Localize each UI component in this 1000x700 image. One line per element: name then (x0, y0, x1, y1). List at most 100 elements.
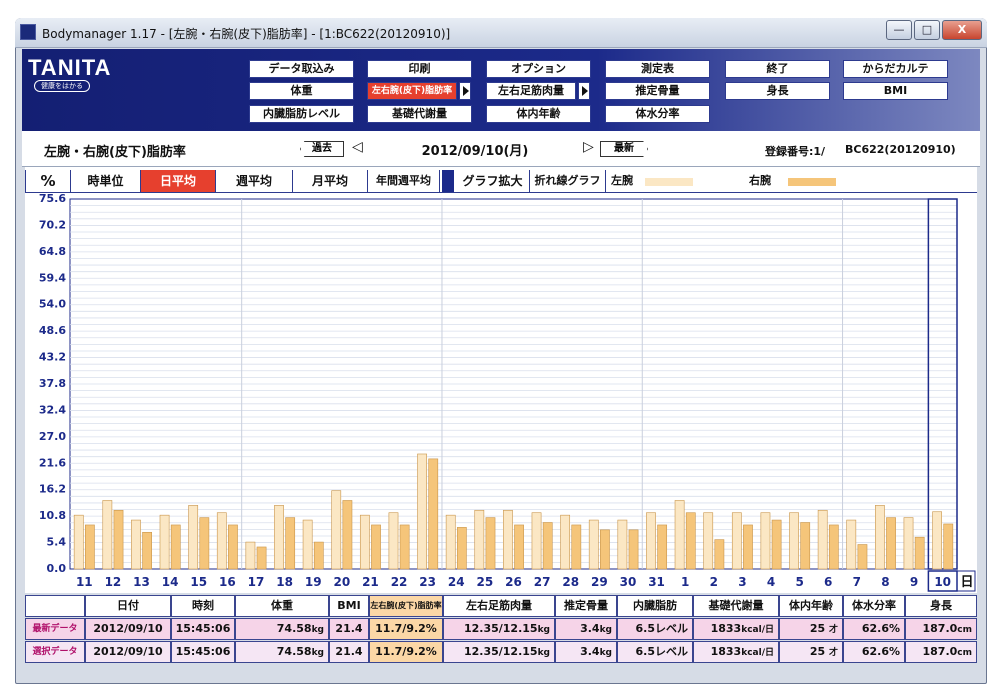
cell-weight: 74.58kg (235, 618, 329, 640)
cell-body-age: 25 才 (779, 618, 843, 640)
tab-graph-zoom[interactable]: グラフ拡大 (456, 170, 530, 192)
visceral-fat-button[interactable]: 内臓脂肪レベル (249, 105, 354, 123)
table-header-body-age: 体内年齢 (779, 595, 843, 617)
x-tick-label: 22 (391, 575, 408, 589)
cell-leg-muscle-value: 12.35/12.15 (463, 622, 538, 635)
tab-hourly[interactable]: 時単位 (71, 170, 141, 192)
window-title: Bodymanager 1.17 - [左腕・右腕(皮下)脂肪率] - [1:B… (42, 27, 451, 41)
bar-left-arm (531, 512, 542, 570)
import-data-button[interactable]: データ取込み (249, 60, 354, 78)
leg-muscle-button[interactable]: 左右足筋肉量 (486, 82, 576, 100)
bar-left-arm (503, 509, 513, 570)
bar-left-arm (703, 512, 714, 570)
y-tick-label: 48.6 (39, 324, 66, 337)
bmr-button[interactable]: 基礎代謝量 (367, 105, 472, 123)
cell-bmr-unit: kcal/日 (741, 625, 774, 635)
bar-left-arm (331, 490, 342, 570)
bar-left-arm (216, 512, 227, 570)
table-row-latest[interactable]: 最新データ 2012/09/10 15:45:06 74.58kg 21.4 1… (25, 618, 977, 641)
y-tick-label: 32.4 (39, 403, 66, 416)
x-tick-label: 15 (190, 575, 207, 589)
cell-bmr-unit: kcal/日 (741, 648, 774, 658)
bmi-button[interactable]: BMI (843, 82, 948, 100)
x-tick-label: 26 (505, 575, 522, 589)
cell-visceral: 6.5レベル (617, 641, 693, 663)
weight-button[interactable]: 体重 (249, 82, 354, 100)
close-button[interactable]: X (942, 20, 982, 40)
x-tick-label: 25 (477, 575, 494, 589)
table-header-bmi: BMI (329, 595, 369, 617)
tab-monthly-average[interactable]: 月平均 (293, 170, 368, 192)
table-row-selected[interactable]: 選択データ 2012/09/10 15:45:06 74.58kg 21.4 1… (25, 641, 977, 664)
y-tick-label: 59.4 (39, 271, 66, 284)
cell-leg-muscle-unit: kg (537, 625, 550, 635)
tab-daily-average[interactable]: 日平均 (141, 170, 216, 192)
bar-right-arm (771, 519, 782, 570)
bar-right-arm (371, 524, 381, 570)
cell-body-age: 25 才 (779, 641, 843, 663)
legend-left-arm-swatch (645, 178, 693, 186)
bar-right-arm (514, 524, 524, 570)
x-tick-label: 31 (648, 575, 665, 589)
table-header-bmr: 基礎代謝量 (693, 595, 779, 617)
cell-time: 15:45:06 (171, 618, 235, 640)
bar-left-arm (73, 514, 84, 570)
table-header-time: 時刻 (171, 595, 235, 617)
measurement-table-button[interactable]: 測定表 (605, 60, 710, 78)
body-water-button[interactable]: 体水分率 (605, 105, 710, 123)
bar-left-arm (560, 514, 571, 570)
bar-right-arm (428, 458, 439, 570)
bar-right-arm (256, 546, 267, 570)
x-tick-label: 11 (76, 575, 93, 589)
y-tick-label: 37.8 (39, 377, 66, 390)
options-button[interactable]: オプション (486, 60, 591, 78)
next-day-arrow-icon[interactable]: ▷ (583, 139, 594, 155)
maximize-button[interactable]: □ (914, 20, 940, 40)
arm-fat-expand-icon[interactable] (459, 82, 471, 100)
selected-day-column (927, 198, 958, 570)
cell-water: 62.6% (843, 641, 905, 663)
bar-right-arm (628, 529, 639, 570)
cell-height-unit: cm (957, 648, 972, 658)
tab-weekly-average[interactable]: 週平均 (216, 170, 293, 192)
arm-fat-button[interactable]: 左右腕(皮下)脂肪率 (367, 82, 457, 100)
x-tick-label: 20 (333, 575, 350, 589)
x-tick-label: 3 (738, 575, 746, 589)
bone-mass-button[interactable]: 推定骨量 (605, 82, 710, 100)
legend-left-arm-label: 左腕 (611, 174, 633, 187)
tab-yearly-weekly-average[interactable]: 年間週平均 (368, 170, 440, 192)
bar-left-arm (588, 519, 599, 570)
leg-muscle-expand-icon[interactable] (578, 82, 590, 100)
x-tick-label: 17 (248, 575, 265, 589)
bar-left-arm (674, 500, 685, 570)
row-label-latest: 最新データ (25, 618, 85, 640)
body-chart-button[interactable]: からだカルテ (843, 60, 948, 78)
app-icon (20, 24, 36, 40)
latest-button[interactable]: 最新 (600, 141, 648, 157)
cell-bone: 3.4kg (555, 641, 617, 663)
y-tick-label: 0.0 (47, 562, 67, 575)
cell-body-age-value: 25 (809, 645, 826, 658)
table-header-weight: 体重 (235, 595, 329, 617)
arm-fat-bar-chart[interactable]: 75.6 70.2 64.8 59.4 54.0 48.6 43.2 37.8 32.4 27.0… (25, 193, 977, 593)
table-header-bone: 推定骨量 (555, 595, 617, 617)
tab-line-graph[interactable]: 折れ線グラフ (530, 170, 606, 192)
cell-bone: 3.4kg (555, 618, 617, 640)
bar-left-arm (817, 509, 828, 570)
bar-left-arm (903, 517, 914, 570)
prev-button[interactable]: 過去 (300, 141, 344, 157)
table-header-row: 日付 時刻 体重 BMI 左右腕(皮下)脂肪率 左右足筋肉量 推定骨量 内臓脂肪… (25, 595, 977, 618)
prev-day-arrow-icon[interactable]: ◁ (352, 139, 363, 155)
minimize-button[interactable]: — (886, 20, 912, 40)
title-bar[interactable] (15, 18, 987, 48)
cell-date: 2012/09/10 (85, 618, 171, 640)
bar-right-arm (199, 517, 210, 570)
bar-right-arm (456, 527, 467, 570)
exit-button[interactable]: 終了 (725, 60, 830, 78)
table-header-visceral: 内臓脂肪 (617, 595, 693, 617)
bar-right-arm (571, 524, 582, 570)
cell-height-value: 187.0 (922, 622, 958, 635)
height-button[interactable]: 身長 (725, 82, 830, 100)
body-age-button[interactable]: 体内年齢 (486, 105, 591, 123)
print-button[interactable]: 印刷 (367, 60, 472, 78)
